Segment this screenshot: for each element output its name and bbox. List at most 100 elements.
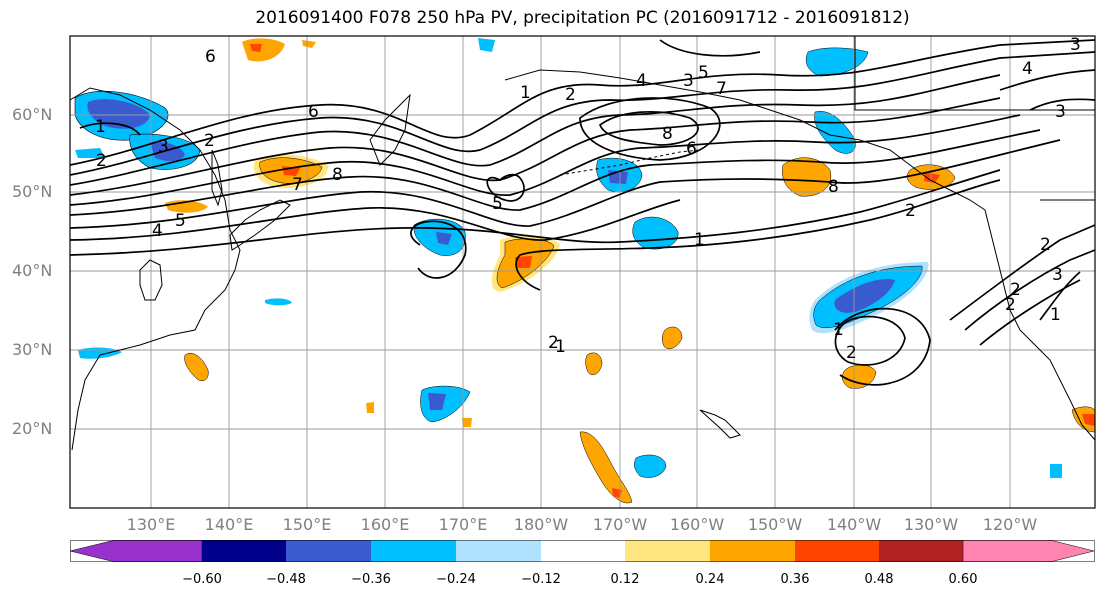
colorbar-tick: 0.60: [948, 572, 978, 587]
colorbar-tick: −0.48: [266, 572, 306, 587]
contour-label: 1: [1050, 305, 1061, 325]
na-west-coast: [984, 209, 1096, 441]
contour-label: 1: [694, 230, 705, 250]
contour-label: 8: [332, 165, 343, 185]
pos-anomaly-173w-s: [585, 352, 603, 375]
neg-anomaly-125e: [78, 347, 122, 359]
pos-anomaly-165w-s: [661, 326, 683, 349]
contour-label: 7: [292, 175, 303, 195]
lat-label-40n: 40°N: [12, 261, 53, 280]
contour-label: 2: [565, 85, 576, 105]
colorbar-swatch: [710, 540, 795, 562]
colorbar-swatch: [371, 540, 456, 562]
contour-label: 6: [686, 139, 697, 159]
contour-label: 1: [555, 337, 566, 357]
colorbar-swatch: [202, 540, 286, 562]
lat-label-20n: 20°N: [12, 419, 53, 438]
lon-label-150w: 150°W: [747, 515, 803, 534]
colorbar-tick: 0.24: [695, 572, 725, 587]
asia-coast: [69, 87, 241, 451]
lon-label-140e: 140°E: [204, 515, 254, 534]
neg-anomaly-170e-s-core: [428, 393, 446, 410]
pos-anomaly-137e: [184, 353, 209, 381]
map-title: 2016091400 F078 250 hPa PV, precipitatio…: [255, 8, 910, 28]
contour-label: 3: [1052, 265, 1063, 285]
colorbar-tick: 0.36: [780, 572, 810, 587]
colorbar: [70, 540, 1095, 562]
colorbar-extend-low: [70, 540, 203, 562]
lon-label-140w: 140°W: [826, 515, 882, 534]
contour-label: 1: [95, 117, 106, 137]
colorbar-tick: −0.24: [436, 572, 476, 587]
neg-anomaly-nw3: [75, 148, 105, 158]
neg-anomaly-170e-core: [436, 232, 452, 245]
contour-label: 6: [205, 47, 216, 67]
korea: [139, 259, 163, 301]
contour-label: 5: [698, 63, 709, 83]
lat-label-50n: 50°N: [12, 182, 53, 201]
contour-label: 2: [548, 333, 559, 353]
neg-anomaly-nw-core: [87, 99, 150, 129]
neg-anomaly-ne: [805, 47, 869, 77]
contour-label: 4: [1022, 59, 1033, 79]
lon-label-160w: 160°W: [669, 515, 725, 534]
lon-label-130e: 130°E: [126, 515, 176, 534]
neg-anomaly-nw2-core: [150, 141, 185, 162]
colorbar-extend-high: [962, 540, 1095, 562]
neg-anomaly-123w: [1050, 464, 1062, 478]
pos-anomaly-180-core: [515, 256, 532, 268]
contour-label: 7: [716, 79, 727, 99]
colorbar-swatch: [541, 540, 625, 562]
contour-label: 4: [152, 221, 163, 241]
contour-label: 5: [175, 211, 186, 231]
alaska: [504, 69, 986, 211]
contour-label: 2: [905, 201, 916, 221]
lon-label-180w: 180°W: [513, 515, 569, 534]
colorbar-swatch: [625, 540, 710, 562]
pos-anomaly-sw-coast-core: [1082, 414, 1095, 426]
lon-label-150e: 150°E: [282, 515, 332, 534]
na-border-1: [854, 36, 1095, 111]
neg-anomaly-165w: [632, 216, 679, 250]
pos-anomaly-166e: [366, 402, 374, 413]
contour-label: 4: [636, 71, 647, 91]
neg-anomaly-142w-core: [834, 279, 895, 313]
contour-label: 3: [1055, 102, 1066, 122]
contour-label: 2: [846, 343, 857, 363]
colorbar-swatch: [795, 540, 879, 562]
colorbar-outline: [70, 540, 1095, 562]
contour-label: 2: [204, 131, 215, 151]
contour-label: 1: [833, 320, 844, 340]
precip-shading: [74, 38, 1096, 504]
lon-label-170w: 170°W: [592, 515, 648, 534]
contour-label: 2: [96, 151, 107, 171]
colorbar-swatch: [286, 540, 371, 562]
contour-label: 3: [683, 71, 694, 91]
kamchatka: [369, 93, 411, 166]
pos-anomaly-148w: [782, 157, 832, 197]
colorbar-tick: 0.12: [610, 572, 640, 587]
pos-anomaly-172e: [462, 418, 472, 427]
contour-label: 2: [1040, 235, 1051, 255]
lat-label-30n: 30°N: [12, 340, 53, 359]
colorbar-tick: 0.48: [864, 572, 894, 587]
colorbar-tick: −0.12: [521, 572, 561, 587]
neg-anomaly-165w-s: [634, 454, 667, 478]
contour-label: 5: [492, 194, 503, 214]
coastlines: [69, 36, 1096, 451]
contour-label: 8: [662, 124, 673, 144]
japan: [229, 199, 291, 251]
lat-label-60n: 60°N: [12, 105, 53, 124]
contour-label: 3: [158, 137, 169, 157]
colorbar-swatch: [456, 540, 541, 562]
colorbar-swatch: [879, 540, 963, 562]
colorbar-tick: −0.60: [182, 572, 222, 587]
contour-label: 2: [1005, 295, 1016, 315]
contour-labels: 6 1 2 3 4 5 6 7 8 2 1 2 3 4 5 7 8 6 8 5 …: [95, 35, 1081, 363]
contour-label: 8: [828, 177, 839, 197]
colorbar-tick: −0.36: [351, 572, 391, 587]
contour-label: 1: [520, 83, 531, 103]
pos-anomaly-175w-strip: [579, 431, 633, 504]
hawaii: [699, 409, 741, 439]
